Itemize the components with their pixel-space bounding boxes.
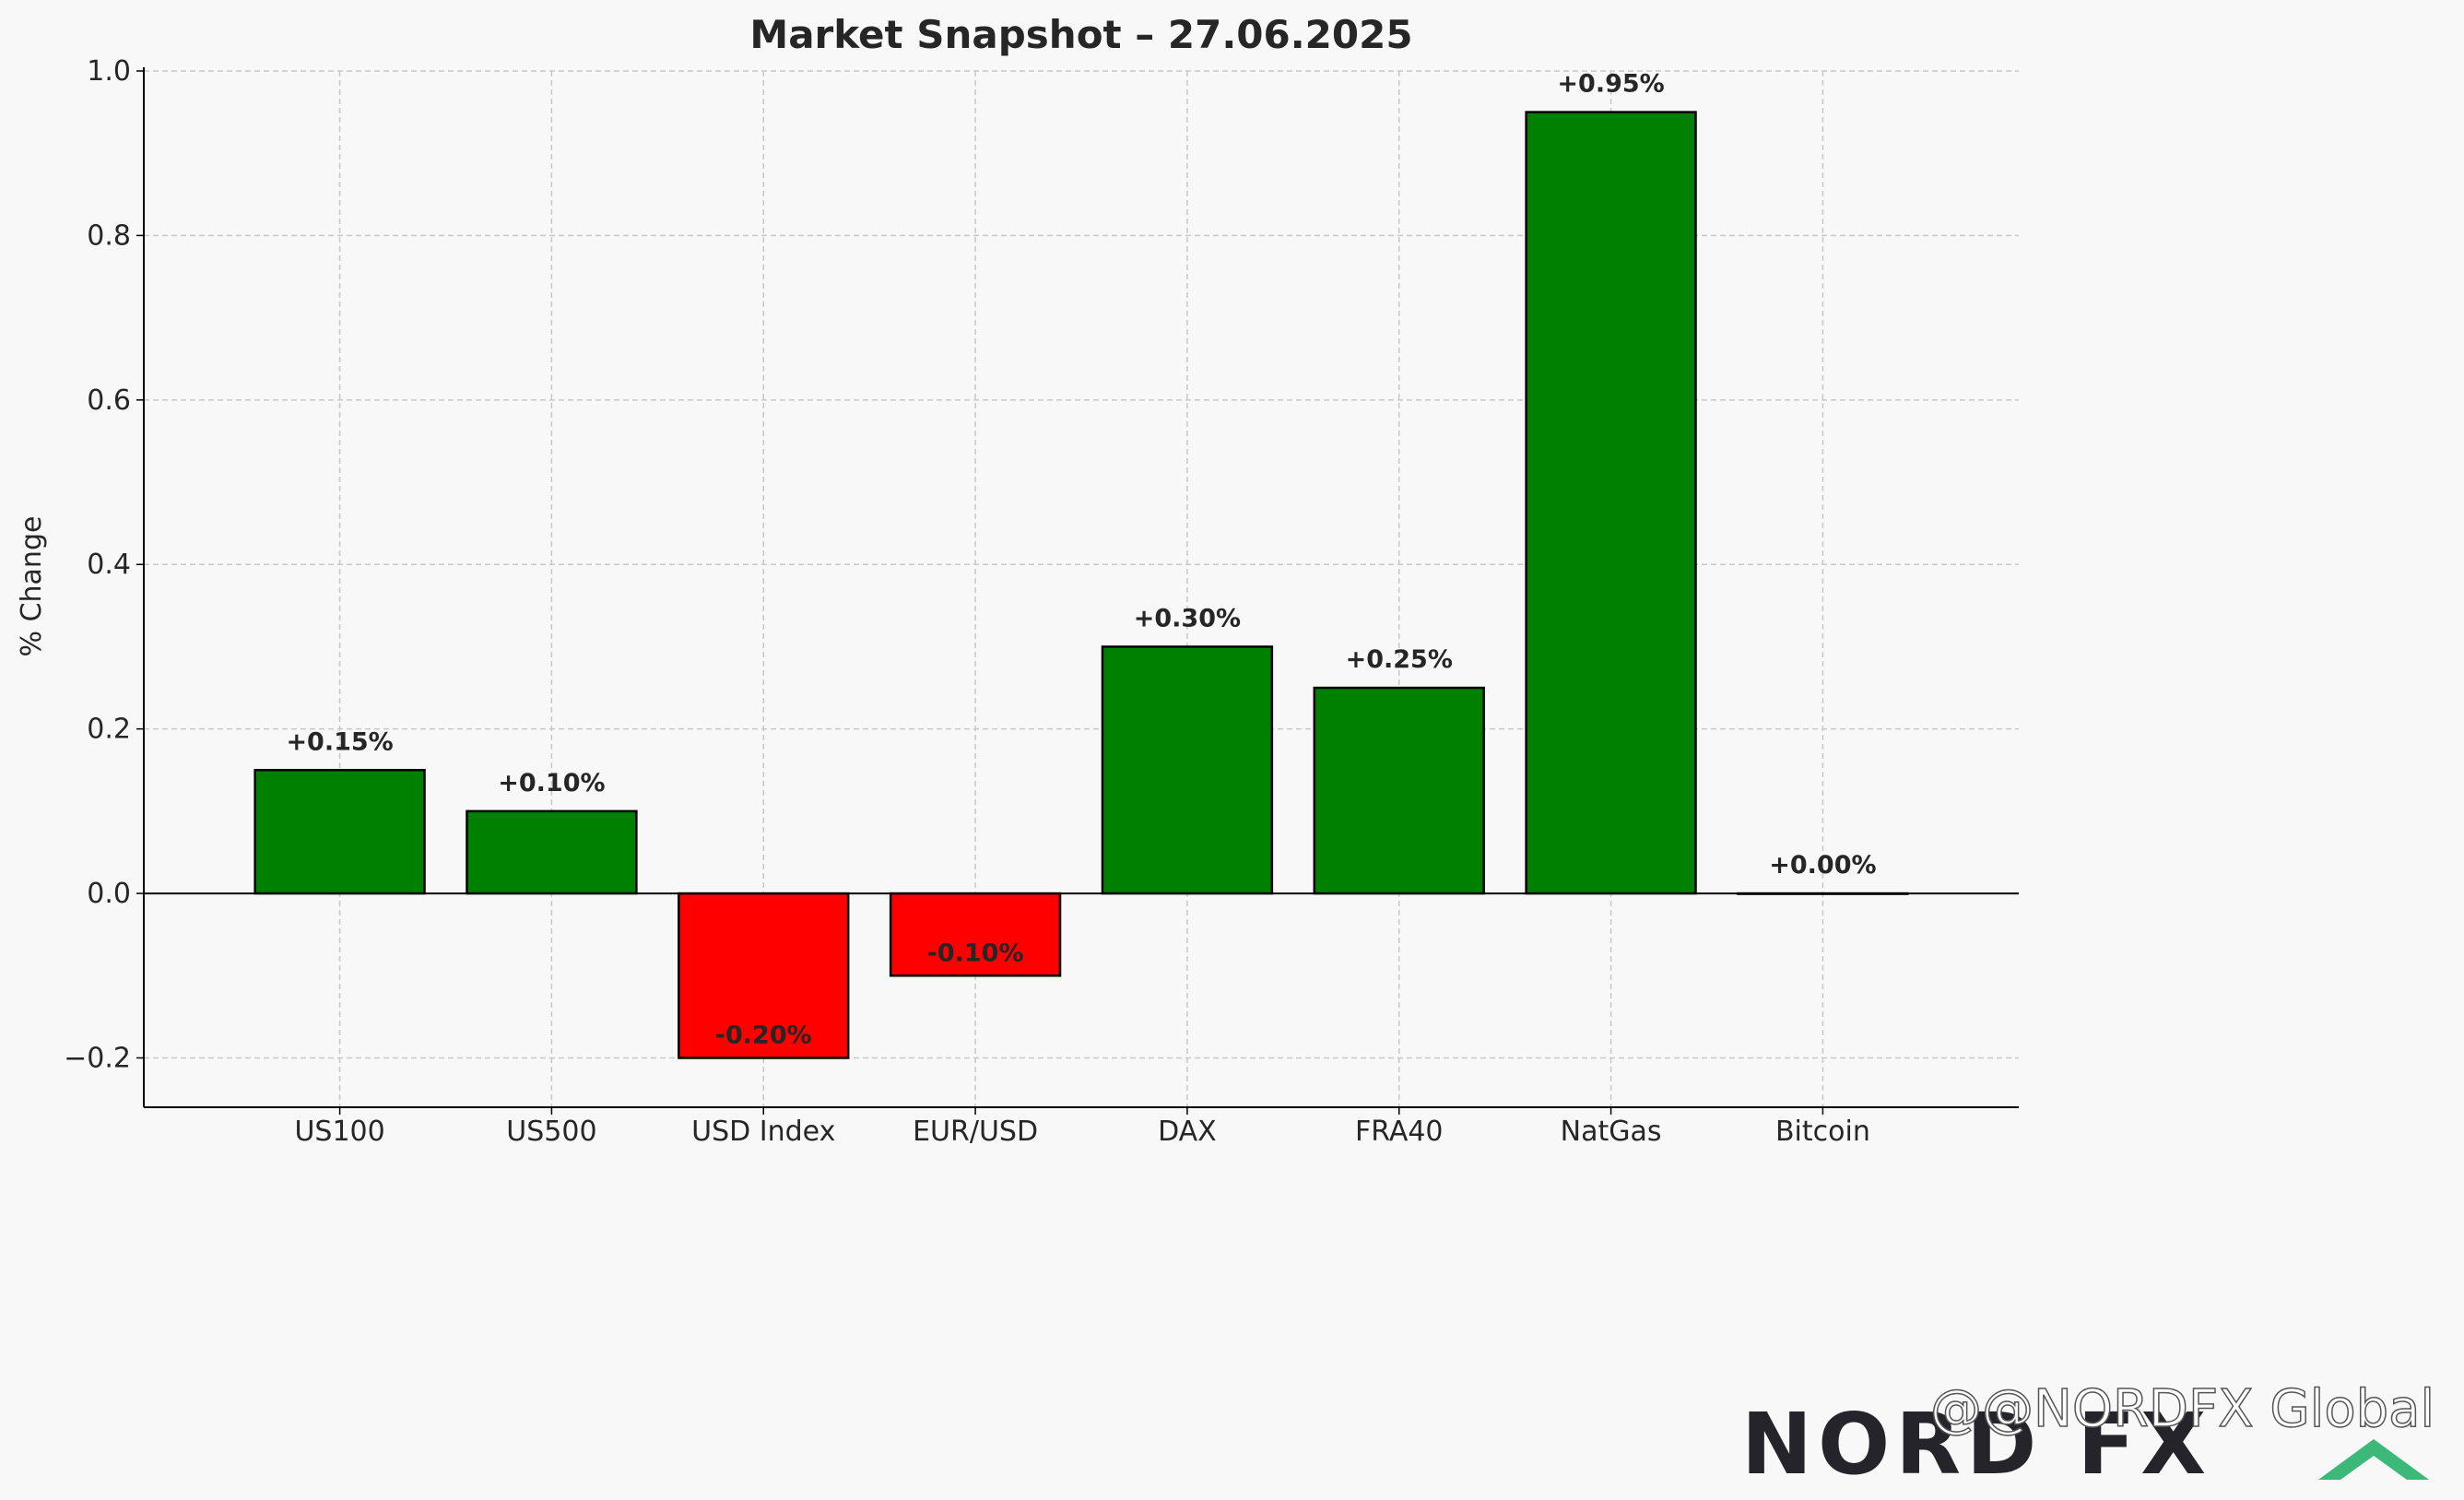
y-tick-label: 0.8 (87, 219, 131, 252)
data-label: +0.15% (286, 727, 393, 756)
bar-usd-index (678, 892, 850, 1059)
x-tick-label: US500 (506, 1116, 596, 1148)
social-handle: @@NORDFX Global (1929, 1383, 2435, 1436)
data-label: +0.00% (1769, 851, 1876, 880)
y-tick-label: 0.0 (87, 878, 131, 910)
axes (136, 67, 2019, 1115)
bar-eur-usd (889, 892, 1062, 977)
grid-lines (144, 70, 2019, 1107)
bar-dax (1101, 645, 1274, 895)
bar-fra40 (1313, 686, 1485, 895)
y-axis-label: % Change (16, 516, 48, 657)
bar-us500 (466, 809, 638, 895)
y-tick-label: −0.2 (64, 1042, 131, 1074)
data-label: +0.25% (1346, 645, 1453, 674)
bars (253, 111, 1909, 1059)
y-tick-label: 1.0 (87, 55, 131, 88)
value-labels: +0.15% +0.10% -0.20% -0.10% +0.30% +0.25% +0.9… (286, 70, 1876, 1050)
data-label: +0.95% (1557, 70, 1664, 99)
x-tick-label: US100 (294, 1116, 384, 1148)
data-label: +0.30% (1134, 604, 1241, 632)
y-tick-label: 0.6 (87, 384, 131, 417)
bar-us100 (253, 769, 426, 895)
x-tick-label: FRA40 (1355, 1116, 1444, 1148)
x-tick-label: NatGas (1561, 1116, 1662, 1148)
y-tick-label: 0.2 (87, 714, 131, 746)
nordfx-logo: NORD FX (1741, 1395, 2212, 1494)
chart-title: Market Snapshot – 27.06.2025 (749, 12, 1412, 57)
x-tick-label: EUR/USD (913, 1116, 1038, 1148)
x-tick-label: Bitcoin (1775, 1116, 1870, 1148)
x-tick-label: DAX (1158, 1116, 1217, 1148)
tick-labels: −0.2 0.0 0.2 0.4 0.6 0.8 1.0 US100 US500 USD Inde… (64, 55, 1870, 1148)
chevron-up-icon (2318, 1439, 2429, 1480)
data-label: +0.10% (498, 769, 605, 797)
x-tick-label: USD Index (691, 1116, 835, 1148)
watermark: NORD FX @@NORDFX Global (1741, 1358, 2442, 1487)
bar-natgas (1525, 111, 1697, 895)
social-handle-text: @NORDFX Global (1981, 1379, 2435, 1439)
y-tick-label: 0.4 (87, 549, 131, 581)
threads-icon: @ (1929, 1379, 1983, 1439)
data-label: -0.10% (927, 939, 1024, 967)
data-label: -0.20% (715, 1021, 812, 1049)
